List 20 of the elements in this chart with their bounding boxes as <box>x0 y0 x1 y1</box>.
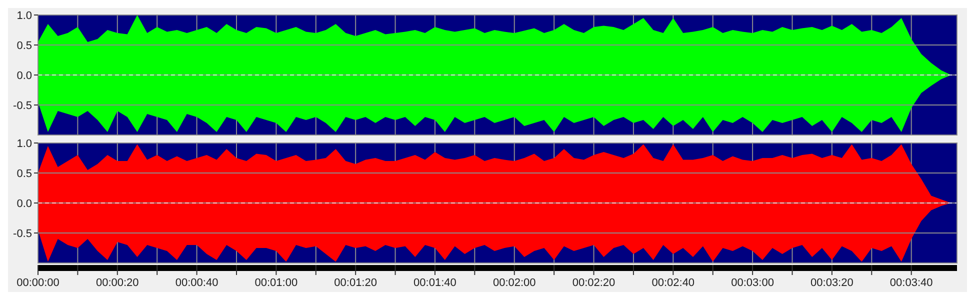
y-tick-label: 0.5 <box>16 168 32 180</box>
x-tick-label: 00:02:40 <box>652 277 695 289</box>
x-tick-label: 00:01:20 <box>334 277 377 289</box>
x-tick-label: 00:00:20 <box>96 277 139 289</box>
x-tick-label: 00:03:40 <box>890 277 933 289</box>
x-tick-label: 00:02:00 <box>492 277 536 289</box>
y-tick-label: 0.5 <box>16 40 32 52</box>
x-tick-label: 00:00:40 <box>175 277 218 289</box>
x-tick-label: 00:00:00 <box>16 277 60 289</box>
x-tick-label: 00:01:00 <box>254 277 298 289</box>
y-tick-label: -0.5 <box>13 228 32 240</box>
x-tick-label: 00:01:40 <box>414 277 456 289</box>
x-tick-label: 00:02:20 <box>572 277 616 289</box>
y-tick-label: 0.0 <box>16 198 32 210</box>
y-tick-label: 1.0 <box>16 10 32 22</box>
x-tick-label: 00:03:20 <box>810 277 854 289</box>
y-tick-label: 0.0 <box>16 70 32 82</box>
y-tick-label: 1.0 <box>16 138 32 150</box>
y-tick-label: -0.5 <box>13 100 32 112</box>
x-tick-label: 00:03:00 <box>731 277 774 289</box>
